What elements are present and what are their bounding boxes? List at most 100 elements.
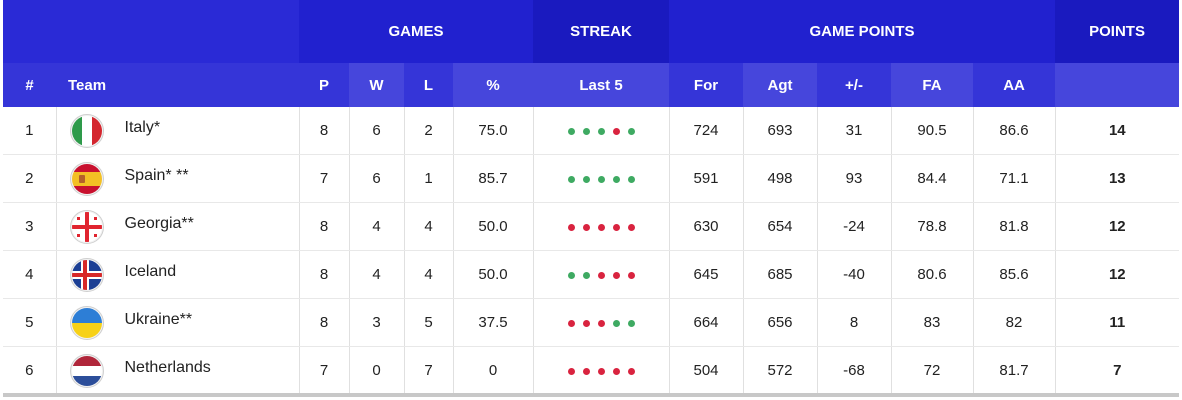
- wins-cell: 4: [349, 250, 405, 299]
- team-cell[interactable]: Netherlands: [56, 346, 300, 395]
- points-cell: 14: [1055, 107, 1180, 155]
- aa-cell: 82: [973, 298, 1056, 347]
- last5-cell: [533, 346, 670, 395]
- team-cell[interactable]: Georgia**: [56, 202, 300, 251]
- streak-loss-dot: [582, 368, 590, 375]
- wins-cell: 4: [349, 202, 405, 251]
- last5-column-header[interactable]: Last 5: [533, 63, 670, 107]
- streak-loss-dot: [567, 320, 575, 327]
- points-for-cell: 645: [669, 250, 744, 299]
- georgia-flag-icon: [69, 209, 104, 244]
- team-name[interactable]: Ukraine**: [124, 310, 193, 328]
- losses-cell: 1: [404, 154, 454, 203]
- wins-column-header[interactable]: W: [349, 63, 404, 107]
- table-row[interactable]: 5 Ukraine** 8 3 5 37.5 664 656 8 83 82 11: [3, 298, 1180, 347]
- aa-cell: 71.1: [973, 154, 1056, 203]
- table-row[interactable]: 6 Netherlands 7 0 7 0 504 572 -68 72 81.7 7: [3, 346, 1180, 395]
- table-row[interactable]: 2 Spain* ** 7 6 1 85.7 591 498 93 84.4 71.1 13: [3, 154, 1180, 203]
- win-pct-cell: 37.5: [453, 298, 534, 347]
- points-cell: 11: [1055, 298, 1180, 347]
- fa-cell: 84.4: [891, 154, 974, 203]
- table-row[interactable]: 1 Italy* 8 6 2 75.0 724 693 31 90.5 86.6 14: [3, 107, 1180, 155]
- point-diff-cell: -68: [817, 346, 892, 395]
- losses-cell: 7: [404, 346, 454, 395]
- streak-dots: [567, 320, 635, 327]
- rank-cell: 6: [3, 346, 57, 395]
- team-name[interactable]: Italy*: [124, 118, 161, 136]
- points-cell: 7: [1055, 346, 1180, 395]
- rank-cell: 3: [3, 202, 57, 251]
- played-cell: 8: [299, 202, 350, 251]
- streak-dots: [567, 224, 635, 231]
- points-against-cell: 685: [743, 250, 818, 299]
- fa-cell: 80.6: [891, 250, 974, 299]
- streak-win-dot: [582, 128, 590, 135]
- rank-column-header[interactable]: #: [3, 63, 56, 107]
- losses-column-header[interactable]: L: [404, 63, 453, 107]
- fa-column-header[interactable]: FA: [891, 63, 974, 107]
- team-cell[interactable]: Iceland: [56, 250, 300, 299]
- team-cell[interactable]: Ukraine**: [56, 298, 300, 347]
- team-column-header[interactable]: Team: [56, 63, 299, 107]
- points-for-cell: 630: [669, 202, 744, 251]
- played-cell: 7: [299, 346, 350, 395]
- streak-loss-dot: [597, 272, 605, 279]
- last5-cell: [533, 154, 670, 203]
- aa-column-header[interactable]: AA: [973, 63, 1056, 107]
- table-row[interactable]: 3 Georgia** 8 4 4 50.0 630 654 -24 78.8 81.8 12: [3, 202, 1180, 251]
- point-diff-cell: -40: [817, 250, 892, 299]
- streak-win-dot: [597, 128, 605, 135]
- rank-cell: 2: [3, 154, 57, 203]
- win-pct-cell: 85.7: [453, 154, 534, 203]
- aa-cell: 86.6: [973, 107, 1056, 155]
- team-name[interactable]: Netherlands: [124, 358, 211, 376]
- team-cell[interactable]: Spain* **: [56, 154, 300, 203]
- points-against-cell: 572: [743, 346, 818, 395]
- last5-cell: [533, 298, 670, 347]
- win-pct-column-header[interactable]: %: [453, 63, 534, 107]
- wins-cell: 3: [349, 298, 405, 347]
- points-against-cell: 693: [743, 107, 818, 155]
- streak-win-dot: [567, 128, 575, 135]
- streak-win-dot: [582, 272, 590, 279]
- streak-loss-dot: [612, 368, 620, 375]
- losses-cell: 4: [404, 250, 454, 299]
- spain-flag-icon: [69, 161, 104, 196]
- points-against-cell: 498: [743, 154, 818, 203]
- points-against-cell: 656: [743, 298, 818, 347]
- points-group-header: POINTS: [1055, 0, 1180, 63]
- point-diff-cell: 31: [817, 107, 892, 155]
- fa-cell: 78.8: [891, 202, 974, 251]
- points-for-cell: 664: [669, 298, 744, 347]
- losses-cell: 5: [404, 298, 454, 347]
- fa-cell: 83: [891, 298, 974, 347]
- streak-win-dot: [567, 176, 575, 183]
- streak-loss-dot: [567, 368, 575, 375]
- points-against-column-header[interactable]: Agt: [743, 63, 818, 107]
- table-row[interactable]: 4 Iceland 8 4 4 50.0 645 685 -40 80.6 85.6 12: [3, 250, 1180, 299]
- team-cell[interactable]: Italy*: [56, 107, 300, 155]
- streak-loss-dot: [627, 224, 635, 231]
- streak-win-dot: [597, 176, 605, 183]
- table-bottom-border: [3, 393, 1179, 397]
- rank-cell: 5: [3, 298, 57, 347]
- wins-cell: 6: [349, 154, 405, 203]
- iceland-flag-icon: [69, 257, 104, 292]
- streak-loss-dot: [612, 272, 620, 279]
- win-pct-cell: 50.0: [453, 250, 534, 299]
- rank-cell: 1: [3, 107, 57, 155]
- last5-cell: [533, 250, 670, 299]
- point-diff-column-header[interactable]: +/-: [817, 63, 892, 107]
- team-name[interactable]: Spain* **: [124, 166, 189, 184]
- streak-dots: [567, 176, 635, 183]
- points-column-header[interactable]: [1055, 63, 1180, 107]
- team-name[interactable]: Georgia**: [124, 214, 194, 232]
- streak-win-dot: [627, 176, 635, 183]
- streak-loss-dot: [597, 224, 605, 231]
- points-for-cell: 504: [669, 346, 744, 395]
- team-name[interactable]: Iceland: [124, 262, 177, 280]
- played-column-header[interactable]: P: [299, 63, 349, 107]
- points-for-column-header[interactable]: For: [669, 63, 744, 107]
- last5-cell: [533, 107, 670, 155]
- played-cell: 8: [299, 107, 350, 155]
